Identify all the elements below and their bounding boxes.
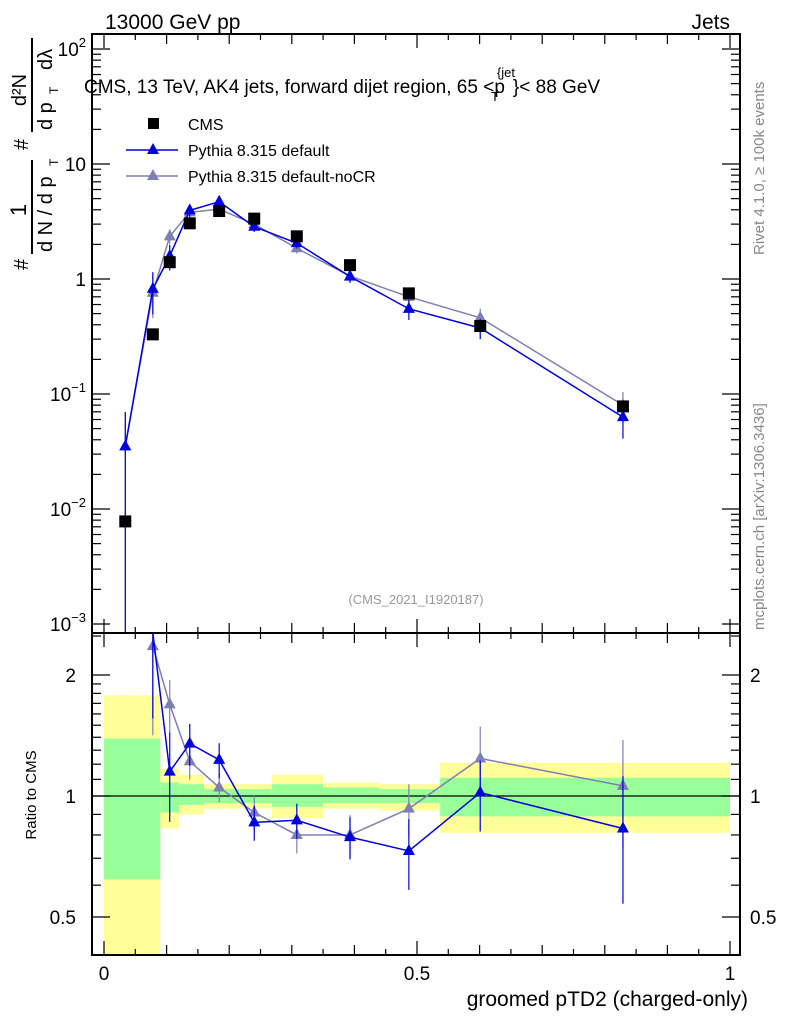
ratio-point	[163, 764, 176, 776]
y-tick-label: 1	[75, 270, 86, 291]
legend-cms-label: CMS	[188, 117, 224, 134]
ratio-y-tick-label-right: 1	[750, 787, 761, 808]
ratio-point	[474, 751, 487, 763]
ratio-point	[213, 752, 226, 764]
main-point	[344, 269, 357, 281]
legend: CMS Pythia 8.315 default Pythia 8.315 de…	[126, 117, 376, 186]
main-point	[119, 439, 132, 451]
main-point	[402, 301, 415, 313]
ratio-point	[213, 780, 226, 792]
ratio-series-line	[152, 645, 624, 836]
band-stat	[104, 738, 161, 880]
ratio-y-axis-label: Ratio to CMS	[23, 750, 40, 839]
axes-ticks: 0 0.5 1 102 10 1 10−1 10−2 10−3 2 2 1 1 0.5 0.5	[50, 34, 776, 985]
cms-data-point	[344, 259, 357, 272]
main-series-line	[124, 208, 624, 447]
legend-nocr-label: Pythia 8.315 default-noCR	[188, 169, 376, 186]
main-point	[183, 203, 196, 215]
analysis-watermark: (CMS_2021_I1920187)	[348, 592, 483, 607]
ratio-point	[344, 830, 357, 842]
ratio-uncertainty-bands	[92, 695, 740, 955]
ratio-point	[248, 815, 261, 827]
ylabel-hash2: #	[11, 138, 33, 150]
ylabel-num2: d²N	[9, 74, 31, 106]
x-axis-label: groomed pTD2 (charged-only)	[467, 988, 748, 1011]
x-tick-label: 0	[99, 964, 110, 985]
cms-data-point	[616, 400, 629, 413]
legend-default-label: Pythia 8.315 default	[188, 143, 330, 160]
ratio-point	[290, 813, 303, 825]
ratio-y-tick-label: 1	[65, 787, 76, 808]
y-tick-label: 10−3	[50, 610, 86, 636]
ratio-point	[183, 736, 196, 748]
ylabel-den2b: dλ	[35, 49, 57, 70]
y-tick-label: 10−1	[50, 380, 86, 406]
cms-data-point	[474, 320, 487, 333]
cms-data-point	[248, 212, 261, 225]
cms-data-point	[163, 256, 176, 269]
main-series-line	[124, 200, 624, 447]
y-tick-label: 10−2	[50, 495, 86, 521]
cms-data-point	[183, 217, 196, 230]
main-point	[146, 281, 159, 293]
main-point	[248, 219, 261, 231]
legend-default-marker	[147, 143, 159, 154]
x-tick-label: 0.5	[404, 964, 430, 985]
ratio-point	[402, 843, 415, 855]
legend-nocr-marker	[147, 169, 159, 180]
ylabel-hash: #	[11, 258, 33, 270]
ylabel-den2: d p	[35, 102, 57, 130]
band-stat	[440, 777, 730, 817]
header-left: 13000 GeV pp	[105, 11, 240, 34]
legend-cms-marker	[148, 118, 159, 129]
ratio-point	[163, 697, 176, 709]
data-marks	[119, 194, 629, 904]
cms-data-point	[402, 287, 415, 300]
cms-data-point	[290, 230, 303, 243]
ratio-y-tick-label: 2	[65, 666, 76, 687]
band-stat	[179, 784, 205, 805]
main-point	[474, 310, 487, 322]
y-tick-label: 10	[65, 155, 86, 176]
main-point	[163, 229, 176, 241]
ratio-y-tick-label-right: 0.5	[750, 908, 776, 929]
ylabel-t1: T	[47, 158, 61, 166]
cms-data-point	[213, 205, 226, 218]
rivet-label: Rivet 4.1.0, ≥ 100k events	[751, 82, 768, 255]
ratio-y-tick-label-right: 2	[750, 666, 761, 687]
band-stat	[323, 787, 380, 804]
ylabel-num1: 1	[6, 204, 31, 216]
header-right: Jets	[691, 11, 730, 34]
ratio-point	[474, 785, 487, 797]
x-tick-label: 1	[725, 964, 736, 985]
y-tick-label: 102	[58, 35, 86, 61]
cms-data-point	[119, 515, 132, 528]
main-y-axis-label: # 1 d N / d p T # d²N d p T dλ	[6, 38, 61, 270]
main-point	[213, 194, 226, 206]
ratio-series-line	[152, 632, 624, 852]
ratio-point	[402, 801, 415, 813]
main-point	[616, 410, 629, 422]
cms-data-point	[146, 328, 159, 341]
ratio-point	[616, 821, 629, 833]
ratio-frame	[91, 632, 741, 956]
mcplots-label: mcplots.cern.ch [arXiv:1306.3436]	[751, 403, 768, 630]
plot-title: CMS, 13 TeV, AK4 jets, forward dijet reg…	[84, 65, 600, 104]
ylabel-den1: d N / d p	[35, 176, 57, 252]
ylabel-t2: T	[47, 86, 61, 94]
ratio-y-tick-label: 0.5	[50, 908, 76, 929]
